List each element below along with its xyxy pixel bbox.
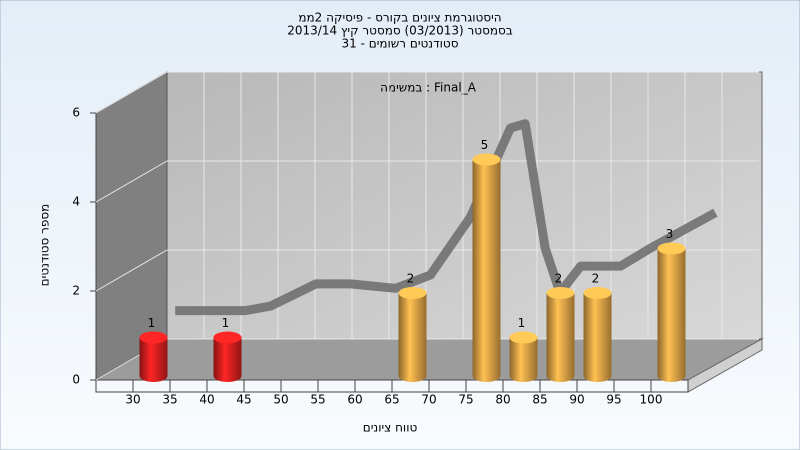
y-tick-label: 0 xyxy=(72,373,80,387)
bar-body xyxy=(509,337,538,382)
bar-top xyxy=(139,331,168,344)
bar-top xyxy=(509,331,538,344)
x-tick-label: 90 xyxy=(569,393,584,407)
grid-line xyxy=(95,249,168,292)
x-tick-label: 80 xyxy=(495,393,510,407)
bar-top xyxy=(213,331,242,344)
bar-top xyxy=(472,153,501,166)
value-label: 3 xyxy=(666,227,674,241)
bar-body xyxy=(213,337,242,382)
value-label: 2 xyxy=(592,272,600,286)
bar xyxy=(546,287,575,382)
title-line: בסמסטר (03/2013) סמסטר קיץ 2013/14 xyxy=(287,24,513,38)
bar-body xyxy=(139,337,168,382)
bar xyxy=(139,331,168,382)
bar xyxy=(213,331,242,382)
bar-top xyxy=(546,287,575,299)
y-tick-label: 4 xyxy=(72,195,80,209)
value-label: 1 xyxy=(222,316,230,330)
annotation: במשימה : Final_A xyxy=(380,81,477,95)
bar-body xyxy=(546,293,575,382)
bar-body xyxy=(398,293,427,382)
value-label: 2 xyxy=(407,272,415,286)
title: היסטוגרמת ציונים בקורס - פיסיקה 2ממ בסמס… xyxy=(287,11,513,51)
y-tick-label: 6 xyxy=(72,106,80,120)
x-tick-label: 85 xyxy=(532,393,547,407)
x-tick-label: 45 xyxy=(236,393,251,407)
bar xyxy=(583,287,612,382)
x-tick-label: 40 xyxy=(199,393,214,407)
bar-top xyxy=(398,287,427,299)
bar-body xyxy=(583,293,612,382)
title-line: היסטוגרמת ציונים בקורס - פיסיקה 2ממ xyxy=(298,11,501,25)
value-label: 5 xyxy=(481,138,489,152)
bar xyxy=(398,287,427,382)
x-tick-label: 70 xyxy=(421,393,436,407)
value-label: 1 xyxy=(518,316,526,330)
x-tick-label: 95 xyxy=(606,393,621,407)
value-label: 2 xyxy=(555,272,563,286)
grid-line xyxy=(95,71,168,114)
x-tick-label: 55 xyxy=(310,393,325,407)
grid-line xyxy=(95,160,168,203)
bar-top xyxy=(657,242,686,255)
x-tick-label: 50 xyxy=(273,393,288,407)
bar-body xyxy=(657,248,686,382)
x-tick-label: 75 xyxy=(458,393,473,407)
x-axis-label: טווח ציונים xyxy=(363,421,418,435)
bar xyxy=(472,153,501,382)
bar-top xyxy=(583,287,612,299)
x-tick-label: 35 xyxy=(162,393,177,407)
x-tick-label: 65 xyxy=(384,393,399,407)
bar xyxy=(509,331,538,382)
title-line: סטודנטים רשומים - 31 xyxy=(341,37,458,51)
bar-body xyxy=(472,159,501,382)
y-tick-label: 2 xyxy=(72,284,80,298)
bar xyxy=(657,242,686,382)
x-tick-label: 60 xyxy=(347,393,362,407)
value-label: 1 xyxy=(148,316,156,330)
y-axis-label: מספר סטודנטים xyxy=(38,204,52,287)
x-tick-label: 100 xyxy=(640,393,663,407)
x-tick-label: 30 xyxy=(125,393,140,407)
